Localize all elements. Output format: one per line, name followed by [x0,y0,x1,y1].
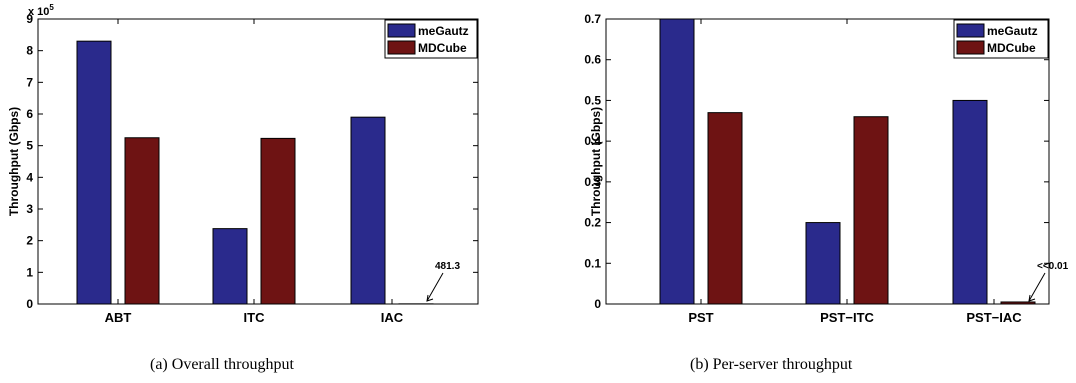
legend-label-megautz: meGautz [987,24,1038,38]
y-multiplier-label: x 105 [28,3,54,18]
x-tick-label: PST−ITC [820,310,874,325]
y-tick-label: 8 [26,44,33,58]
legend-swatch-megautz [956,23,985,38]
caption-b: (b) Per-server throughput [690,356,853,373]
chart-a: 0 1 2 3 4 5 6 7 8 9 Throughput (Gbps) x 105 ABT ITC IA… [7,3,479,325]
y-tick-label: 0.6 [584,53,601,67]
legend-label-mdcube: MDCube [987,41,1036,55]
bar-mdcube-0 [124,137,160,305]
bar-megautz-0 [659,18,695,305]
y-tick-label: 0 [594,297,601,311]
y-tick-label: 3 [26,202,33,216]
legend-swatch-mdcube [956,40,985,55]
annotation-arrowhead [1028,294,1036,302]
chart-b: 0 0.1 0.2 0.3 0.4 0.5 0.6 0.7 Throughput (Gbps) P… [584,12,1068,325]
bar-mdcube-1 [853,116,889,305]
legend-swatch-megautz [387,23,416,38]
y-tick-label: 1 [26,265,33,279]
caption-a: (a) Overall throughput [150,356,294,373]
legend-label-megautz: meGautz [418,24,469,38]
y-multiplier-exponent: 5 [49,3,54,12]
bar-megautz-2 [952,99,988,305]
y-tick-label: 2 [26,234,33,248]
y-tick-label: 4 [26,170,33,184]
bar-mdcube-1 [260,137,296,305]
bar-megautz-2 [350,116,386,305]
plot-area [37,18,479,305]
y-tick-label: 0.4 [584,134,601,148]
y-tick-label: 9 [26,12,33,26]
bar-megautz-0 [76,40,112,305]
x-tick-label: ABT [105,310,132,325]
y-tick-label: 6 [26,107,33,121]
y-tick-label: 0.2 [584,216,601,230]
annotation-arrow [1028,272,1046,302]
x-tick-label: PST [688,310,713,325]
legend-label-mdcube: MDCube [418,41,467,55]
y-tick-label: 5 [26,139,33,153]
x-tick-label: PST−IAC [966,310,1022,325]
y-tick-label: 0.7 [584,12,601,26]
annotation-label: <<0.01 [1037,261,1069,272]
legend-swatch-mdcube [387,40,416,55]
annotation-arrow [426,272,444,302]
annotation-arrowhead [426,294,434,302]
y-tick-label: 0.1 [584,256,601,270]
y-tick-label: 0.3 [584,175,601,189]
annotation-label: 481.3 [435,261,460,272]
bar-mdcube-2 [1000,301,1036,305]
y-tick-label: 0 [26,297,33,311]
y-axis-label: Throughput (Gbps) [7,107,21,216]
bar-megautz-1 [805,222,841,305]
y-tick-label: 0.5 [584,93,601,107]
x-tick-label: IAC [381,310,404,325]
y-axis-label: Throughput (Gbps) [589,107,603,216]
y-tick-label: 7 [26,75,33,89]
bar-megautz-1 [212,228,248,305]
x-tick-label: ITC [244,310,266,325]
bar-mdcube-0 [707,112,743,305]
